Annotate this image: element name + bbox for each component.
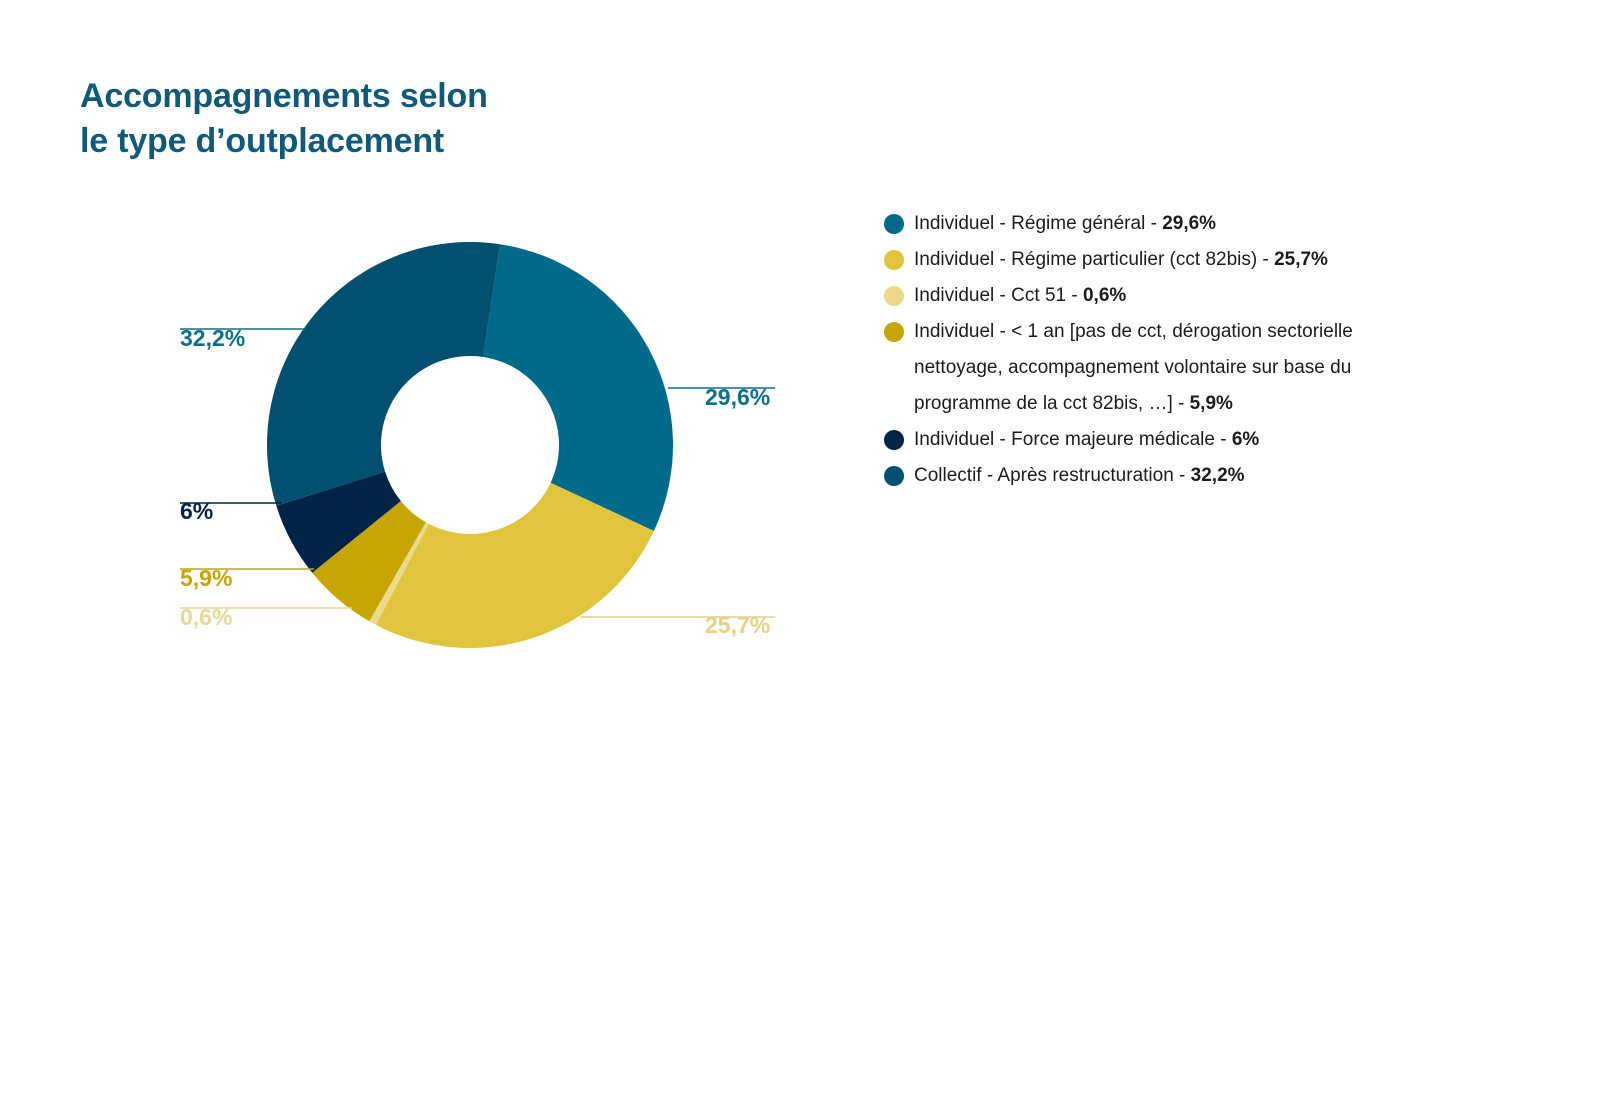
slice-individuel-force-majeure-medicale <box>276 471 401 573</box>
chart-title: Accompagnements selon le type d’outplace… <box>80 74 488 164</box>
data-label-individuel-cct-51: 0,6% <box>180 604 232 630</box>
legend: Individuel - Régime général - 29,6% Indiv… <box>880 206 1400 494</box>
legend-swatch-icon <box>884 286 904 306</box>
legend-item: Collectif - Après restructuration - 32,2… <box>880 458 1400 494</box>
legend-swatch-icon <box>884 214 904 234</box>
legend-label: Individuel - Régime général - <box>914 213 1163 234</box>
legend-label: Collectif - Après restructuration - <box>914 465 1191 486</box>
legend-item: Individuel - Régime particulier (cct 82b… <box>880 242 1400 278</box>
legend-value: 32,2% <box>1190 465 1245 486</box>
legend-label: Individuel - Cct 51 - <box>914 285 1083 306</box>
legend-value: 6% <box>1231 429 1260 450</box>
legend-item: Individuel - Régime général - 29,6% <box>880 206 1400 242</box>
legend-value: 29,6% <box>1162 213 1217 234</box>
legend-label: Individuel - Force majeure médicale - <box>914 429 1232 450</box>
legend-label: Individuel - < 1 an [pas de cct, dérogat… <box>914 321 1353 414</box>
data-label-individuel-force-majeure-medicale: 6% <box>180 498 213 524</box>
legend-value: 0,6% <box>1082 285 1127 306</box>
legend-label: Individuel - Régime particulier (cct 82b… <box>914 249 1275 270</box>
slice-individuel-regime-general <box>483 244 673 531</box>
slice-individuel-cct-51 <box>369 522 429 625</box>
data-label-collectif-apres-restructuration: 32,2% <box>180 325 245 351</box>
legend-swatch-icon <box>884 430 904 450</box>
data-labels: 29,6% 25,7% 0,6% 5,9% 6% 32,2% <box>180 325 770 638</box>
legend-value: 25,7% <box>1274 249 1328 270</box>
chart-title-line-2: le type d’outplacement <box>80 122 445 160</box>
slice-individuel-regime-particulier-cct-82bis <box>376 482 654 648</box>
data-label-individuel-1-an-pas-de-cct-derogation-se: 5,9% <box>180 565 232 591</box>
legend-swatch-icon <box>884 322 904 342</box>
slice-collectif-apres-restructuration <box>267 242 501 506</box>
legend-swatch-icon <box>884 250 904 270</box>
legend-value: 5,9% <box>1189 393 1233 414</box>
slice-individuel-1-an-pas-de-cct-derogation-se <box>312 501 426 622</box>
data-label-individuel-regime-general: 29,6% <box>705 384 770 410</box>
data-label-individuel-regime-particulier-cct-82bis: 25,7% <box>705 612 770 638</box>
chart-title-line-1: Accompagnements selon <box>80 77 488 115</box>
legend-item: Individuel - < 1 an [pas de cct, dérogat… <box>880 314 1400 422</box>
donut-slices <box>267 242 673 648</box>
legend-item: Individuel - Force majeure médicale - 6% <box>880 422 1400 458</box>
legend-swatch-icon <box>884 466 904 486</box>
leader-lines <box>180 328 775 618</box>
legend-item: Individuel - Cct 51 - 0,6% <box>880 278 1400 314</box>
